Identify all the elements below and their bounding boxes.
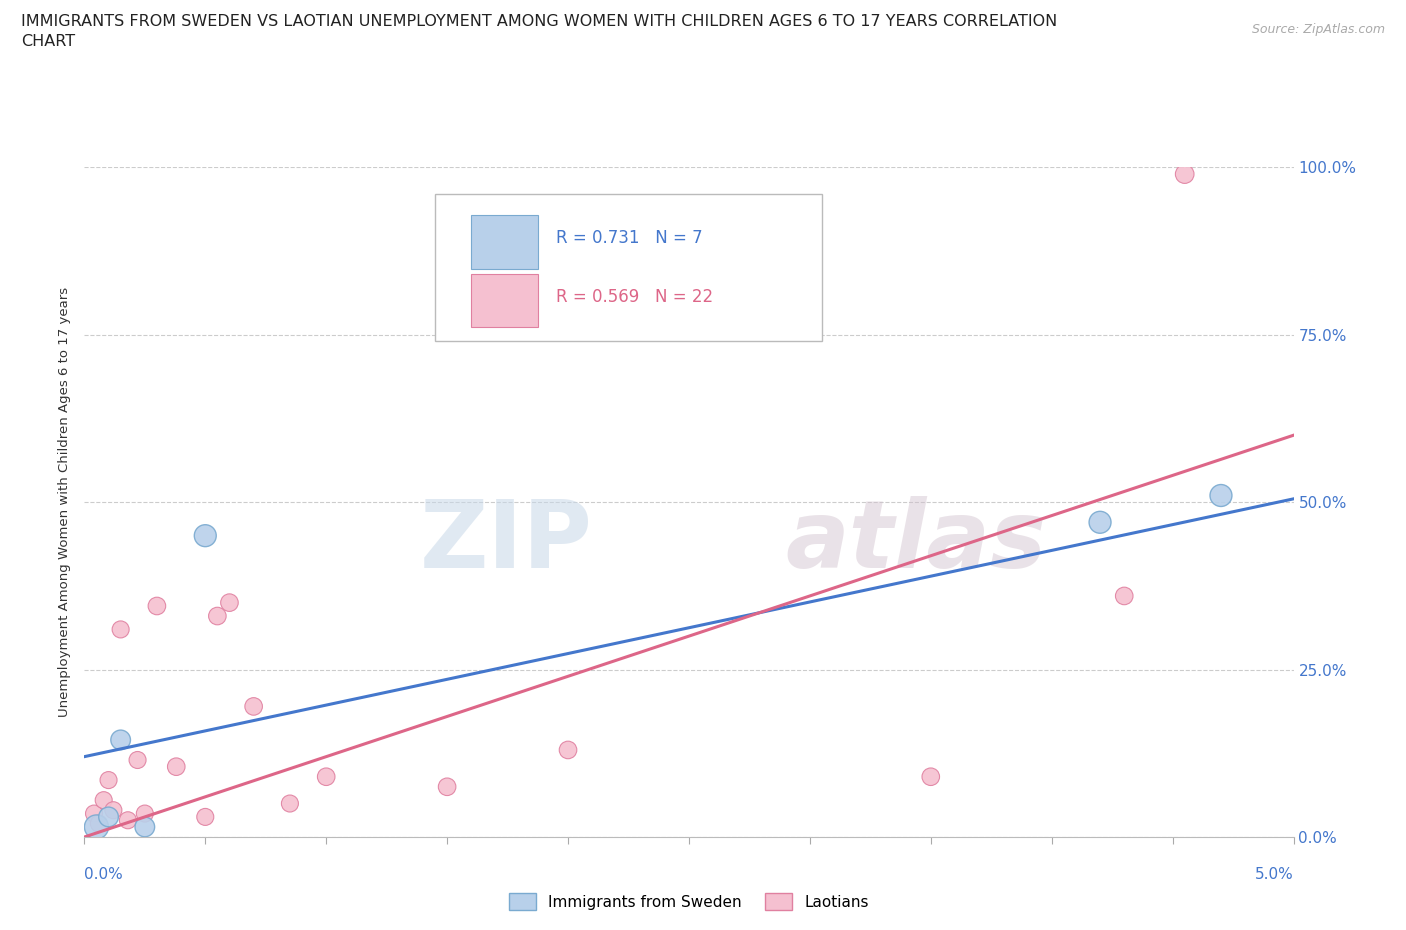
Point — [97, 773, 120, 788]
Point — [117, 813, 139, 828]
Point — [242, 699, 264, 714]
FancyBboxPatch shape — [434, 194, 823, 341]
Point — [86, 819, 108, 834]
Point — [1209, 488, 1232, 503]
Text: R = 0.731   N = 7: R = 0.731 N = 7 — [555, 230, 703, 247]
Text: R = 0.569   N = 22: R = 0.569 N = 22 — [555, 288, 713, 306]
Point — [436, 779, 458, 794]
Point — [110, 622, 132, 637]
Point — [87, 817, 110, 831]
Point — [920, 769, 942, 784]
Point — [97, 809, 120, 824]
Point — [146, 599, 169, 614]
Point — [165, 759, 187, 774]
Point — [557, 742, 579, 757]
Point — [110, 733, 132, 748]
Point — [1088, 515, 1111, 530]
Point — [134, 819, 156, 834]
Point — [207, 608, 229, 623]
Point — [194, 528, 217, 543]
Point — [1174, 166, 1197, 181]
Point — [194, 809, 217, 824]
Point — [278, 796, 301, 811]
Text: CHART: CHART — [21, 34, 75, 49]
Text: atlas: atlas — [786, 497, 1047, 589]
Text: 0.0%: 0.0% — [84, 867, 124, 883]
FancyBboxPatch shape — [471, 273, 538, 327]
Legend: Immigrants from Sweden, Laotians: Immigrants from Sweden, Laotians — [502, 886, 876, 916]
Text: ZIP: ZIP — [419, 497, 592, 589]
Y-axis label: Unemployment Among Women with Children Ages 6 to 17 years: Unemployment Among Women with Children A… — [58, 287, 72, 717]
Text: 5.0%: 5.0% — [1254, 867, 1294, 883]
Point — [93, 792, 115, 807]
Point — [83, 806, 105, 821]
Point — [218, 595, 240, 610]
Point — [134, 806, 156, 821]
Point — [1114, 589, 1136, 604]
Text: IMMIGRANTS FROM SWEDEN VS LAOTIAN UNEMPLOYMENT AMONG WOMEN WITH CHILDREN AGES 6 : IMMIGRANTS FROM SWEDEN VS LAOTIAN UNEMPL… — [21, 14, 1057, 29]
FancyBboxPatch shape — [471, 215, 538, 269]
Point — [103, 803, 125, 817]
Point — [315, 769, 337, 784]
Point — [127, 752, 149, 767]
Text: Source: ZipAtlas.com: Source: ZipAtlas.com — [1251, 23, 1385, 36]
